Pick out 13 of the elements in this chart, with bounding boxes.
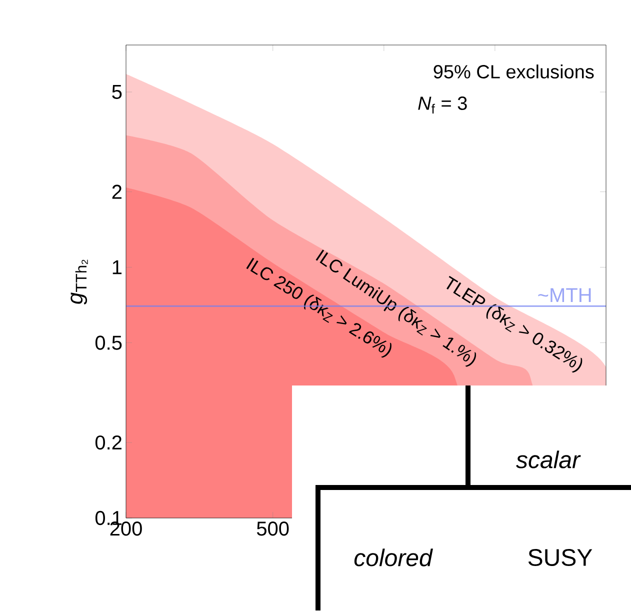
y-tick-label: 0.5: [95, 336, 122, 350]
x-tick-label: 500: [256, 522, 289, 536]
y-tick-label: 5: [112, 85, 122, 99]
y-tick-label: 1: [112, 260, 122, 274]
annotation: N$_{f}$ = 3: [418, 96, 467, 114]
annotation: scalar: [516, 450, 581, 468]
y-tick-label: 2: [112, 184, 122, 199]
annotation: 95% CL exclusions: [434, 64, 594, 78]
y-tick-label: 0.2: [95, 435, 122, 450]
ref-line-label: ~MTH: [538, 288, 591, 302]
text: colored: [354, 548, 433, 566]
y-axis-title: g$_{TTh₂}$: [70, 260, 88, 304]
text: SUSY: [528, 549, 592, 566]
